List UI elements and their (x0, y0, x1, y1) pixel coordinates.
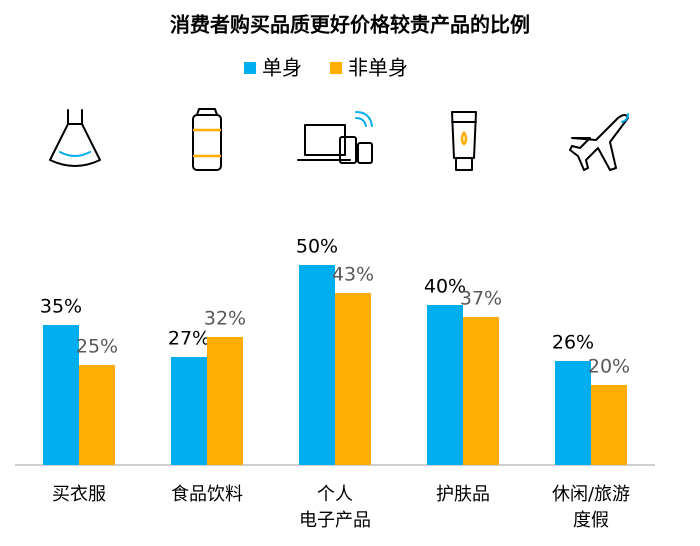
value-label: 27% (168, 328, 210, 350)
legend-label: 单身 (262, 56, 302, 80)
value-label: 20% (588, 356, 630, 378)
x-tick-label: 个人 电子产品 (299, 484, 371, 531)
value-label: 26% (552, 332, 594, 354)
value-label: 50% (296, 236, 338, 258)
bar (555, 361, 591, 465)
value-label: 40% (424, 276, 466, 298)
legend-swatch (330, 62, 342, 74)
value-label: 35% (40, 296, 82, 318)
icons (49, 108, 629, 171)
value-label: 37% (460, 288, 502, 310)
x-tick-label: 休闲/旅游 度假 (551, 484, 631, 531)
value-label: 32% (204, 308, 246, 330)
x-tick-label: 买衣服 (52, 484, 106, 505)
bar (207, 337, 243, 465)
bar (335, 293, 371, 465)
x-tick-label: 护肤品 (436, 484, 490, 505)
x-tick-label: 食品饮料 (171, 484, 243, 505)
bar (171, 357, 207, 465)
legend-label: 非单身 (348, 56, 408, 80)
bar (79, 365, 115, 465)
value-label: 25% (76, 336, 118, 358)
bar (591, 385, 627, 465)
chart-title: 消费者购买品质更好价格较贵产品的比例 (170, 13, 530, 37)
bar (299, 265, 335, 465)
bar (463, 317, 499, 465)
value-label: 43% (332, 264, 374, 286)
legend-swatch (244, 62, 256, 74)
bar (43, 325, 79, 465)
bar (427, 305, 463, 465)
